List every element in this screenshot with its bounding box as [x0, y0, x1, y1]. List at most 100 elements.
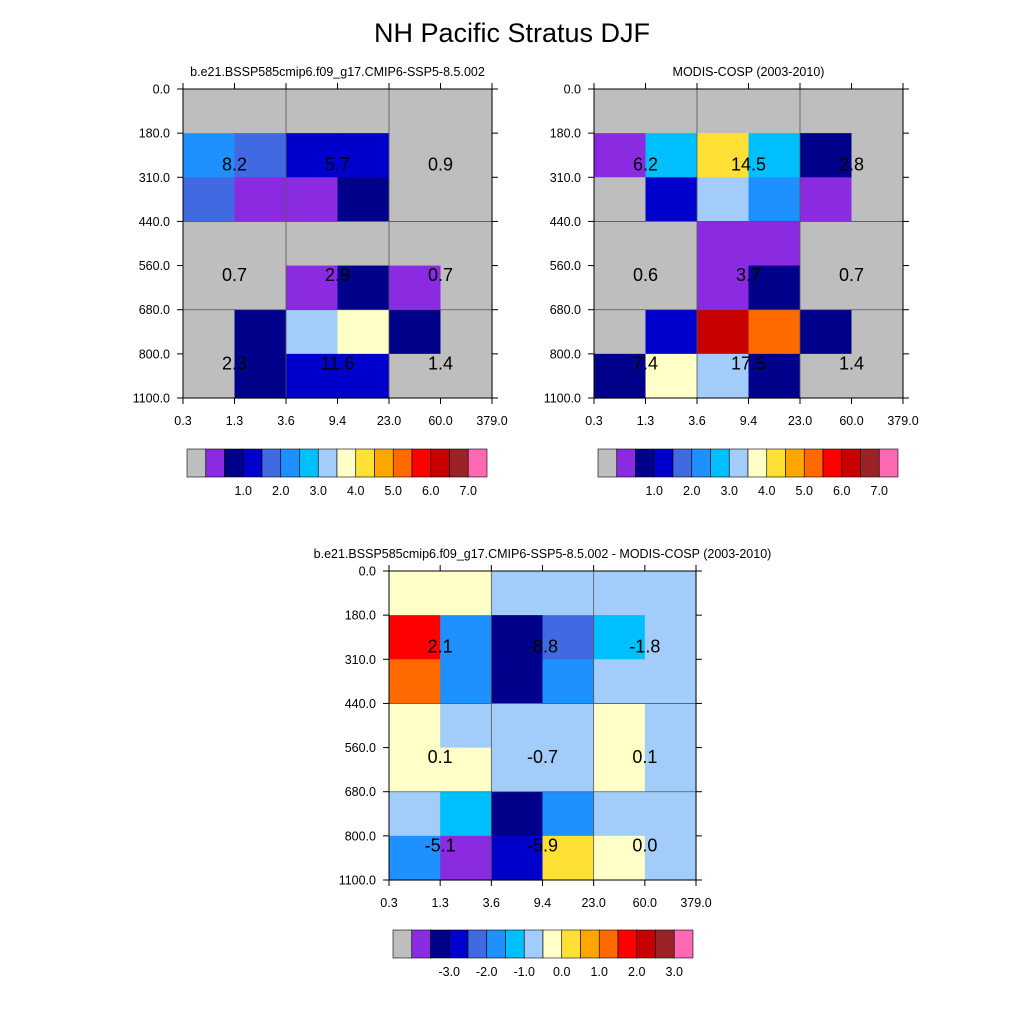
- colorbar-swatch: [336, 448, 357, 478]
- colorbar-swatch: [261, 448, 282, 478]
- colorbar-swatch: [822, 448, 843, 478]
- group-value-label: 1.4: [839, 353, 864, 373]
- heatmap-cell: [851, 133, 904, 178]
- group-value-label: 0.9: [428, 155, 453, 175]
- colorbar-label: 5.0: [385, 484, 402, 498]
- colorbar-label: 2.0: [628, 965, 645, 979]
- y-tick-label: 0.0: [564, 83, 581, 97]
- colorbar-swatch: [672, 448, 693, 478]
- heatmap-cell: [491, 791, 544, 837]
- heatmap-cell: [234, 265, 287, 311]
- heatmap-cell: [337, 265, 390, 311]
- heatmap-cell: [440, 353, 493, 399]
- x-tick-label: 60.0: [428, 414, 452, 428]
- heatmap-cell: [851, 221, 904, 267]
- heatmap-cell: [440, 221, 493, 267]
- heatmap-cell: [183, 353, 236, 399]
- heatmap-cell: [286, 177, 339, 223]
- group-value-label: 0.6: [633, 265, 658, 285]
- heatmap-cell: [593, 791, 646, 837]
- heatmap-cell: [748, 133, 801, 178]
- heatmap-cell: [440, 835, 492, 881]
- heatmap-cell: [389, 221, 442, 267]
- colorbar-swatch: [411, 448, 432, 478]
- heatmap-cell: [800, 133, 853, 178]
- x-tick-label: 9.4: [534, 896, 551, 910]
- heatmap-cell: [594, 89, 647, 134]
- heatmap-cell: [337, 309, 390, 355]
- heatmap-cell: [593, 835, 646, 881]
- heatmap-cell: [440, 659, 492, 705]
- heatmap-cell: [440, 791, 492, 837]
- y-tick-label: 310.0: [550, 171, 581, 185]
- colorbar-label: 3.0: [310, 484, 327, 498]
- group-value-label: -0.7: [527, 747, 558, 767]
- colorbar-swatch: [785, 448, 805, 478]
- heatmap-cell: [800, 353, 853, 399]
- colorbar-swatch: [523, 929, 544, 959]
- heatmap-cell: [389, 265, 442, 311]
- heatmap-cell: [645, 177, 698, 223]
- heatmap-cell: [851, 309, 904, 355]
- colorbar-swatch: [542, 929, 563, 959]
- colorbar-label: 6.0: [833, 484, 850, 498]
- colorbar-obs: 1.0 2.0 3.0 4.0 5.0 6.0 7.0: [597, 448, 899, 498]
- y-tick-label: 180.0: [345, 609, 376, 623]
- heatmap-cell: [748, 353, 801, 399]
- colorbar-swatch: [766, 448, 786, 478]
- x-tick-label: 60.0: [839, 414, 863, 428]
- colorbar-label: 4.0: [758, 484, 775, 498]
- heatmap-cell: [389, 615, 441, 660]
- heatmap-cell: [440, 703, 492, 749]
- heatmap-cell: [491, 615, 544, 660]
- colorbar-label: 3.0: [666, 965, 683, 979]
- colorbar-swatch: [205, 448, 225, 478]
- colorbar-swatch: [635, 448, 655, 478]
- colorbar-swatch: [561, 929, 581, 959]
- heatmap-cell: [286, 133, 339, 178]
- heatmap-cell: [800, 309, 853, 355]
- heatmap-cell: [389, 177, 442, 223]
- colorbar-swatch: [841, 448, 861, 478]
- group-value-label: 2.1: [428, 637, 453, 657]
- heatmap-cell: [389, 703, 441, 749]
- colorbar-label: 1.0: [235, 484, 252, 498]
- colorbar-label: 1.0: [591, 965, 608, 979]
- y-tick-label: 800.0: [345, 829, 376, 843]
- heatmap-cell: [337, 133, 390, 178]
- group-value-label: 0.7: [428, 265, 453, 285]
- colorbar-swatch: [430, 448, 450, 478]
- y-tick-label: 1100.0: [133, 392, 170, 406]
- colorbar-swatch: [317, 448, 338, 478]
- x-tick-label: 379.0: [887, 414, 918, 428]
- group-value-label: -8.8: [527, 637, 558, 657]
- group-value-label: 0.7: [839, 265, 864, 285]
- colorbar-model: 1.0 2.0 3.0 4.0 5.0 6.0 7.0: [186, 448, 488, 498]
- heatmap-cell: [234, 89, 287, 134]
- heatmap-cell: [440, 571, 492, 616]
- heatmap-cell: [491, 835, 544, 881]
- x-tick-label: 3.6: [483, 896, 500, 910]
- heatmap-cell: [389, 571, 441, 616]
- heatmap-cell: [593, 615, 646, 660]
- x-tick-label: 3.6: [277, 414, 294, 428]
- y-tick-label: 440.0: [550, 215, 581, 229]
- colorbar-label: 2.0: [683, 484, 700, 498]
- heatmap-cell: [851, 177, 904, 223]
- panel-model: b.e21.BSSP585cmip6.f09_g17.CMIP6-SSP5-8.…: [133, 65, 508, 428]
- heatmap-cell: [286, 265, 339, 311]
- heatmap-cell: [337, 177, 390, 223]
- x-tick-label: 0.3: [380, 896, 397, 910]
- heatmap-cell: [851, 265, 904, 311]
- colorbar-swatch: [860, 448, 880, 478]
- heatmap-cell: [644, 659, 697, 705]
- x-tick-label: 379.0: [476, 414, 507, 428]
- heatmap-cell: [337, 89, 390, 134]
- heatmap-cell: [645, 89, 698, 134]
- colorbar-swatch: [467, 448, 488, 478]
- colorbar-swatch: [186, 448, 207, 478]
- heatmap-cell: [593, 571, 646, 616]
- colorbar-swatch: [673, 929, 694, 959]
- heatmap-cell: [593, 703, 646, 749]
